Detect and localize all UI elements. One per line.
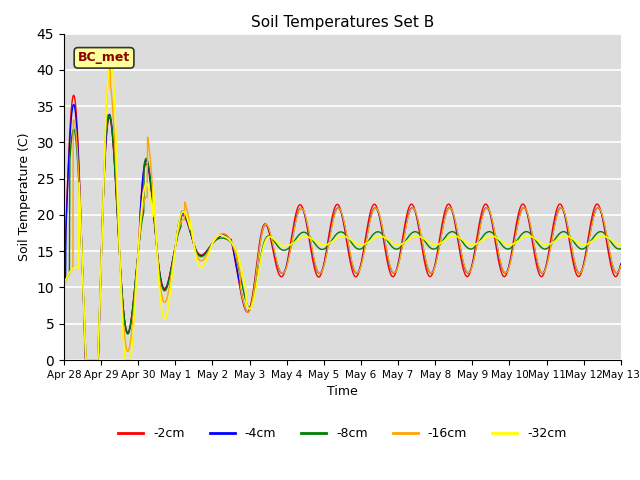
-2cm xyxy=(185,224,193,230)
-2cm xyxy=(60,281,68,287)
Text: BC_met: BC_met xyxy=(78,51,130,64)
-2cm xyxy=(247,301,255,307)
Line: -16cm: -16cm xyxy=(64,60,621,360)
-32cm xyxy=(60,281,68,287)
-2cm xyxy=(82,357,90,363)
Y-axis label: Soil Temperature (C): Soil Temperature (C) xyxy=(18,132,31,261)
-2cm xyxy=(552,212,559,217)
-16cm xyxy=(502,270,510,276)
-8cm xyxy=(552,236,559,241)
-32cm xyxy=(82,357,90,363)
-8cm xyxy=(502,246,510,252)
Title: Soil Temperatures Set B: Soil Temperatures Set B xyxy=(251,15,434,30)
-32cm xyxy=(247,305,255,311)
-8cm xyxy=(185,221,193,227)
-16cm xyxy=(60,281,68,287)
-8cm xyxy=(60,281,68,287)
-8cm xyxy=(617,246,625,252)
-32cm xyxy=(107,54,115,60)
-8cm xyxy=(247,303,255,309)
-2cm xyxy=(172,245,179,251)
-32cm xyxy=(617,242,625,248)
-32cm xyxy=(185,220,193,226)
Line: -4cm: -4cm xyxy=(64,105,621,360)
-16cm xyxy=(429,268,437,274)
-4cm xyxy=(429,267,437,273)
-4cm xyxy=(617,262,625,268)
Line: -8cm: -8cm xyxy=(64,115,621,360)
-16cm xyxy=(185,215,193,220)
-32cm xyxy=(552,238,559,244)
-32cm xyxy=(429,241,437,247)
-4cm xyxy=(502,270,510,276)
-32cm xyxy=(502,241,510,247)
-4cm xyxy=(552,218,559,224)
X-axis label: Time: Time xyxy=(327,385,358,398)
-16cm xyxy=(617,263,625,269)
-16cm xyxy=(82,357,90,363)
-16cm xyxy=(247,304,255,310)
-8cm xyxy=(429,246,437,252)
Legend: -2cm, -4cm, -8cm, -16cm, -32cm: -2cm, -4cm, -8cm, -16cm, -32cm xyxy=(113,422,572,445)
-8cm xyxy=(172,245,179,251)
-2cm xyxy=(429,268,437,274)
-8cm xyxy=(83,357,90,363)
-4cm xyxy=(172,245,179,251)
-16cm xyxy=(172,245,179,251)
-8cm xyxy=(103,112,111,118)
-2cm xyxy=(502,272,510,277)
-32cm xyxy=(172,246,179,252)
Line: -2cm: -2cm xyxy=(64,96,621,360)
-2cm xyxy=(70,93,77,98)
-4cm xyxy=(60,281,68,287)
Line: -32cm: -32cm xyxy=(64,57,621,360)
-16cm xyxy=(106,57,114,63)
-4cm xyxy=(247,303,255,309)
-4cm xyxy=(185,223,193,228)
-4cm xyxy=(70,102,77,108)
-16cm xyxy=(552,219,559,225)
-4cm xyxy=(82,357,90,363)
-2cm xyxy=(617,261,625,266)
